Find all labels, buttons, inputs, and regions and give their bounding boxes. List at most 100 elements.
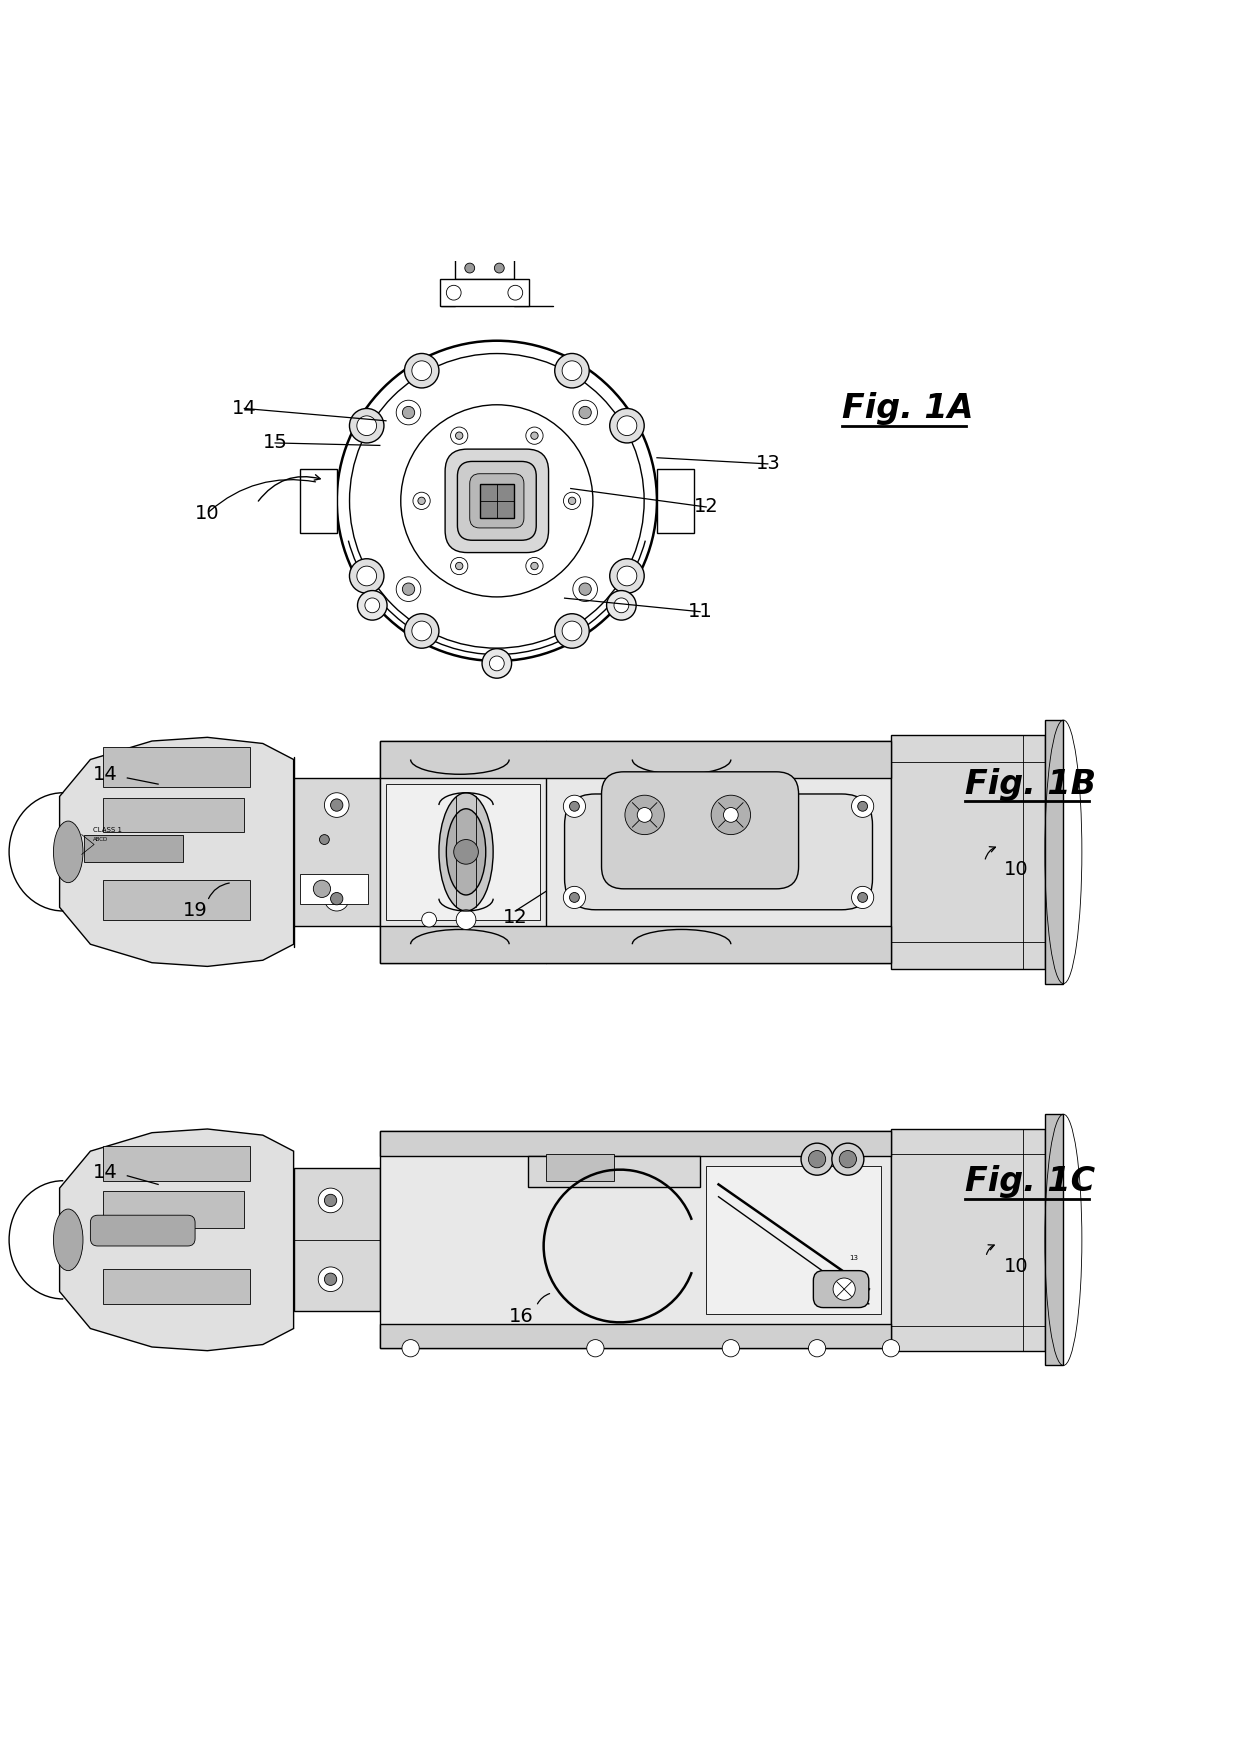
FancyBboxPatch shape <box>564 794 873 910</box>
Bar <box>455 258 515 279</box>
Bar <box>475 207 495 279</box>
Circle shape <box>402 407 414 419</box>
Circle shape <box>320 834 330 845</box>
Circle shape <box>350 408 384 444</box>
Bar <box>300 468 337 533</box>
Circle shape <box>554 354 589 387</box>
Bar <box>386 784 539 920</box>
Circle shape <box>852 796 874 817</box>
Bar <box>103 880 250 920</box>
Circle shape <box>569 892 579 903</box>
Circle shape <box>350 559 384 593</box>
Text: 11: 11 <box>688 603 713 621</box>
Circle shape <box>610 559 645 593</box>
FancyBboxPatch shape <box>389 147 580 207</box>
Circle shape <box>450 557 467 575</box>
Circle shape <box>883 1339 899 1357</box>
Circle shape <box>397 400 420 424</box>
Circle shape <box>858 892 868 903</box>
Bar <box>1045 1115 1064 1366</box>
Bar <box>379 742 892 962</box>
Circle shape <box>801 1143 833 1175</box>
Circle shape <box>579 407 591 419</box>
Polygon shape <box>60 1129 294 1352</box>
Circle shape <box>331 892 343 905</box>
Circle shape <box>454 840 479 864</box>
Text: 12: 12 <box>694 498 719 517</box>
Circle shape <box>832 1143 864 1175</box>
Circle shape <box>325 887 348 912</box>
Circle shape <box>808 1150 826 1167</box>
Circle shape <box>579 584 591 596</box>
Circle shape <box>455 563 463 570</box>
Text: 19: 19 <box>182 901 207 920</box>
Circle shape <box>404 614 439 649</box>
FancyBboxPatch shape <box>399 158 570 196</box>
Bar <box>379 1131 892 1348</box>
Bar <box>480 484 515 519</box>
Ellipse shape <box>53 1210 83 1271</box>
Circle shape <box>858 801 868 812</box>
Text: 13: 13 <box>755 454 780 473</box>
Circle shape <box>412 621 432 642</box>
Circle shape <box>852 887 874 908</box>
Circle shape <box>562 361 582 380</box>
Circle shape <box>325 792 348 817</box>
Circle shape <box>712 796 750 834</box>
Ellipse shape <box>446 808 486 896</box>
Text: 14: 14 <box>232 400 257 417</box>
Ellipse shape <box>53 820 83 884</box>
Circle shape <box>357 591 387 621</box>
Text: 14: 14 <box>93 764 118 784</box>
Circle shape <box>618 415 637 435</box>
Circle shape <box>465 263 475 273</box>
Text: 15: 15 <box>263 433 288 452</box>
Circle shape <box>808 1339 826 1357</box>
FancyBboxPatch shape <box>91 1215 195 1246</box>
Circle shape <box>637 808 652 822</box>
Bar <box>103 1190 244 1227</box>
FancyBboxPatch shape <box>458 461 536 540</box>
Circle shape <box>331 799 343 812</box>
Circle shape <box>526 428 543 444</box>
Bar <box>707 1166 882 1313</box>
Bar <box>294 1169 379 1311</box>
Circle shape <box>618 566 637 586</box>
Circle shape <box>526 557 543 575</box>
Bar <box>300 875 367 903</box>
Text: 10: 10 <box>1004 1257 1029 1276</box>
Bar <box>657 468 694 533</box>
Circle shape <box>554 614 589 649</box>
Polygon shape <box>60 738 294 966</box>
Circle shape <box>722 1339 739 1357</box>
Circle shape <box>573 400 598 424</box>
Circle shape <box>401 405 593 598</box>
Circle shape <box>839 1150 857 1167</box>
Circle shape <box>563 887 585 908</box>
Circle shape <box>412 361 432 380</box>
Bar <box>440 279 528 307</box>
Circle shape <box>723 808 738 822</box>
Circle shape <box>833 1278 856 1301</box>
Text: ABCD: ABCD <box>93 836 108 841</box>
Circle shape <box>422 912 436 927</box>
Bar <box>528 1155 701 1187</box>
Bar <box>892 735 1045 969</box>
Circle shape <box>365 598 379 614</box>
Circle shape <box>495 263 505 273</box>
Text: Fig. 1C: Fig. 1C <box>965 1166 1095 1199</box>
Text: 10: 10 <box>1004 859 1029 878</box>
Circle shape <box>357 566 377 586</box>
Bar <box>103 798 244 833</box>
Bar <box>103 1146 250 1182</box>
Text: 10: 10 <box>195 503 219 522</box>
Circle shape <box>319 1267 343 1292</box>
Text: Fig. 1B: Fig. 1B <box>965 768 1096 801</box>
Circle shape <box>397 577 420 601</box>
Circle shape <box>337 340 657 661</box>
Bar <box>294 778 379 926</box>
Circle shape <box>357 415 377 435</box>
FancyBboxPatch shape <box>445 449 548 552</box>
Circle shape <box>319 1189 343 1213</box>
Circle shape <box>562 621 582 642</box>
